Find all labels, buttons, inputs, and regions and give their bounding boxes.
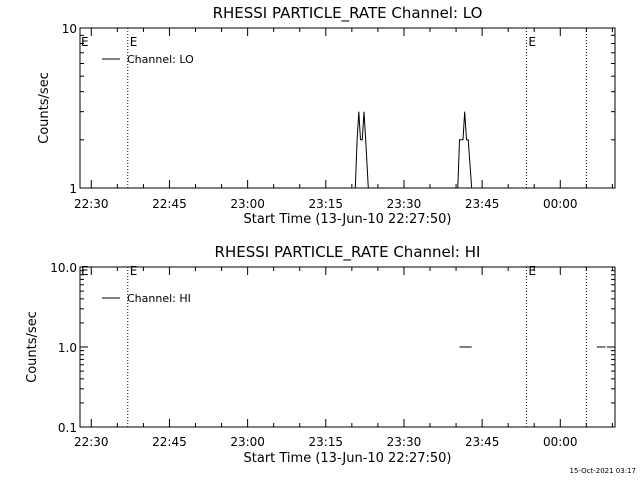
panel2-chart-title: RHESSI PARTICLE_RATE Channel: HI — [215, 243, 481, 262]
panel2-marker-label-1: E — [528, 264, 536, 278]
panel1-edge-marker-label: E — [81, 35, 89, 49]
panel2-marker-label-0: E — [130, 264, 138, 278]
panel1-x-tick-label-5: 23:45 — [465, 197, 500, 211]
panel1-axis-box — [79, 27, 616, 189]
panel1-series-line-0 — [354, 111, 473, 189]
panel2-x-axis-label: Start Time (13-Jun-10 22:27:50) — [244, 451, 452, 466]
generation-timestamp: 15-Oct-2021 03:17 — [569, 467, 636, 475]
panel1-x-tick-label-0: 22:30 — [74, 197, 109, 211]
panel1-x-tick-label-2: 23:00 — [230, 197, 265, 211]
panel1-x-axis-label: Start Time (13-Jun-10 22:27:50) — [244, 212, 452, 227]
panel2-x-tick-label-4: 23:30 — [387, 435, 422, 449]
panel1-y-tick-label-0: 1 — [69, 182, 77, 196]
panel1-marker-label-0: E — [130, 35, 138, 49]
panel2-axis-box — [79, 266, 616, 428]
panel2-x-tick-label-2: 23:00 — [230, 435, 265, 449]
panel1-y-axis-label: Counts/sec — [37, 72, 52, 144]
panel2-x-tick-label-0: 22:30 — [74, 435, 109, 449]
panel1-legend-label: Channel: LO — [127, 53, 194, 66]
panel1-y-tick-label-1: 10 — [62, 22, 77, 36]
panel2-x-tick-label-6: 00:00 — [543, 435, 578, 449]
panel2-x-tick-label-3: 23:15 — [308, 435, 343, 449]
panel2-legend-label: Channel: HI — [127, 292, 191, 305]
panel1-x-tick-label-4: 23:30 — [387, 197, 422, 211]
panel2-y-tick-label-0: 0.1 — [58, 421, 77, 435]
panel2-x-tick-label-1: 22:45 — [152, 435, 187, 449]
panel1-x-tick-label-1: 22:45 — [152, 197, 187, 211]
panel1-x-tick-label-6: 00:00 — [543, 197, 578, 211]
panel2-edge-marker-label: E — [81, 264, 89, 278]
panel1-chart-title: RHESSI PARTICLE_RATE Channel: LO — [213, 4, 483, 23]
panel2-y-axis-label: Counts/sec — [25, 311, 40, 383]
panel2-y-tick-label-1: 1.0 — [58, 341, 77, 355]
panel1-marker-label-1: E — [528, 35, 536, 49]
panel2-y-tick-label-2: 10.0 — [50, 261, 77, 275]
panel1-x-tick-label-3: 23:15 — [308, 197, 343, 211]
panel2-x-tick-label-5: 23:45 — [465, 435, 500, 449]
